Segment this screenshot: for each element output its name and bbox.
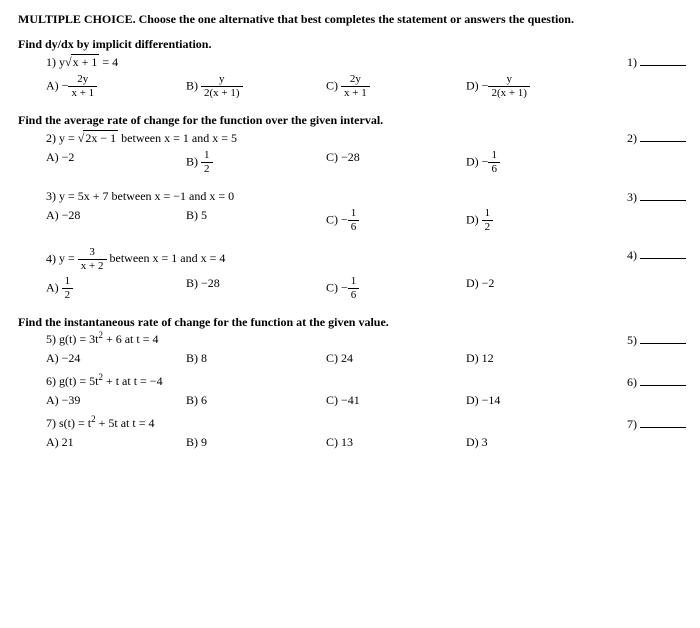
q3-number: 3)	[46, 189, 56, 203]
q6-choice-b[interactable]: B) 6	[186, 393, 326, 408]
q2-number: 2)	[46, 131, 56, 145]
question-7: 7) s(t) = t2 + 5t at t = 4 A) 21 B) 9 C)…	[46, 416, 682, 450]
q7-stem: s(t) = t2 + 5t at t = 4	[59, 416, 154, 430]
q7-choice-a[interactable]: A) 21	[46, 435, 186, 450]
question-6: 6) g(t) = 5t2 + t at t = −4 A) −39 B) 6 …	[46, 374, 682, 408]
q2-answer-blank[interactable]: 2)	[627, 130, 686, 146]
q5-answer-blank[interactable]: 5)	[627, 332, 686, 348]
q3-choice-a[interactable]: A) −28	[46, 208, 186, 233]
q1-choice-c[interactable]: C) 2yx + 1	[326, 74, 466, 99]
q4-choice-c[interactable]: C) −16	[326, 276, 466, 301]
question-4: 4) y = 3x + 2 between x = 1 and x = 4 A)…	[46, 247, 682, 301]
q2-choice-b[interactable]: B) 12	[186, 150, 326, 175]
q1-answer-blank[interactable]: 1)	[627, 54, 686, 70]
q6-number: 6)	[46, 374, 56, 388]
q7-choice-d[interactable]: D) 3	[466, 435, 546, 450]
q5-choice-d[interactable]: D) 12	[466, 351, 546, 366]
q6-choice-d[interactable]: D) −14	[466, 393, 546, 408]
section-1-title: Find dy/dx by implicit differentiation.	[18, 37, 682, 52]
q1-choice-a[interactable]: A) −2yx + 1	[46, 74, 186, 99]
q6-choice-c[interactable]: C) −41	[326, 393, 466, 408]
page-header: MULTIPLE CHOICE. Choose the one alternat…	[18, 12, 682, 27]
q2-stem: y = 2x − 1 between x = 1 and x = 5	[59, 131, 237, 145]
q1-stem: yx + 1 = 4	[59, 55, 118, 69]
q3-choice-b[interactable]: B) 5	[186, 208, 326, 233]
q3-choice-c[interactable]: C) −16	[326, 208, 466, 233]
q5-choice-c[interactable]: C) 24	[326, 351, 466, 366]
q5-number: 5)	[46, 332, 56, 346]
q1-number: 1)	[46, 55, 56, 69]
q7-answer-blank[interactable]: 7)	[627, 416, 686, 432]
q6-stem: g(t) = 5t2 + t at t = −4	[59, 374, 163, 388]
q7-choice-b[interactable]: B) 9	[186, 435, 326, 450]
q6-answer-blank[interactable]: 6)	[627, 374, 686, 390]
q2-choice-d[interactable]: D) −16	[466, 150, 546, 175]
q2-choice-a[interactable]: A) −2	[46, 150, 186, 175]
section-2-title: Find the average rate of change for the …	[18, 113, 682, 128]
question-5: 5) g(t) = 3t2 + 6 at t = 4 A) −24 B) 8 C…	[46, 332, 682, 366]
q6-choice-a[interactable]: A) −39	[46, 393, 186, 408]
q5-choice-a[interactable]: A) −24	[46, 351, 186, 366]
question-3: 3) y = 5x + 7 between x = −1 and x = 0 A…	[46, 189, 682, 233]
q7-number: 7)	[46, 416, 56, 430]
q1-choice-d[interactable]: D) −y2(x + 1)	[466, 74, 546, 99]
q5-choice-b[interactable]: B) 8	[186, 351, 326, 366]
q1-choice-b[interactable]: B) y2(x + 1)	[186, 74, 326, 99]
q4-choice-d[interactable]: D) −2	[466, 276, 546, 301]
q4-stem: y = 3x + 2 between x = 1 and x = 4	[59, 251, 225, 265]
q5-stem: g(t) = 3t2 + 6 at t = 4	[59, 332, 158, 346]
q2-choice-c[interactable]: C) −28	[326, 150, 466, 175]
question-1: 1) yx + 1 = 4 A) −2yx + 1 B) y2(x + 1) C…	[46, 54, 682, 99]
q4-number: 4)	[46, 251, 56, 265]
q3-answer-blank[interactable]: 3)	[627, 189, 686, 205]
q4-answer-blank[interactable]: 4)	[627, 247, 686, 263]
q3-choice-d[interactable]: D) 12	[466, 208, 546, 233]
q7-choice-c[interactable]: C) 13	[326, 435, 466, 450]
q3-stem: y = 5x + 7 between x = −1 and x = 0	[59, 189, 234, 203]
section-3-title: Find the instantaneous rate of change fo…	[18, 315, 682, 330]
question-2: 2) y = 2x − 1 between x = 1 and x = 5 A)…	[46, 130, 682, 175]
q4-choice-b[interactable]: B) −28	[186, 276, 326, 301]
q4-choice-a[interactable]: A) 12	[46, 276, 186, 301]
